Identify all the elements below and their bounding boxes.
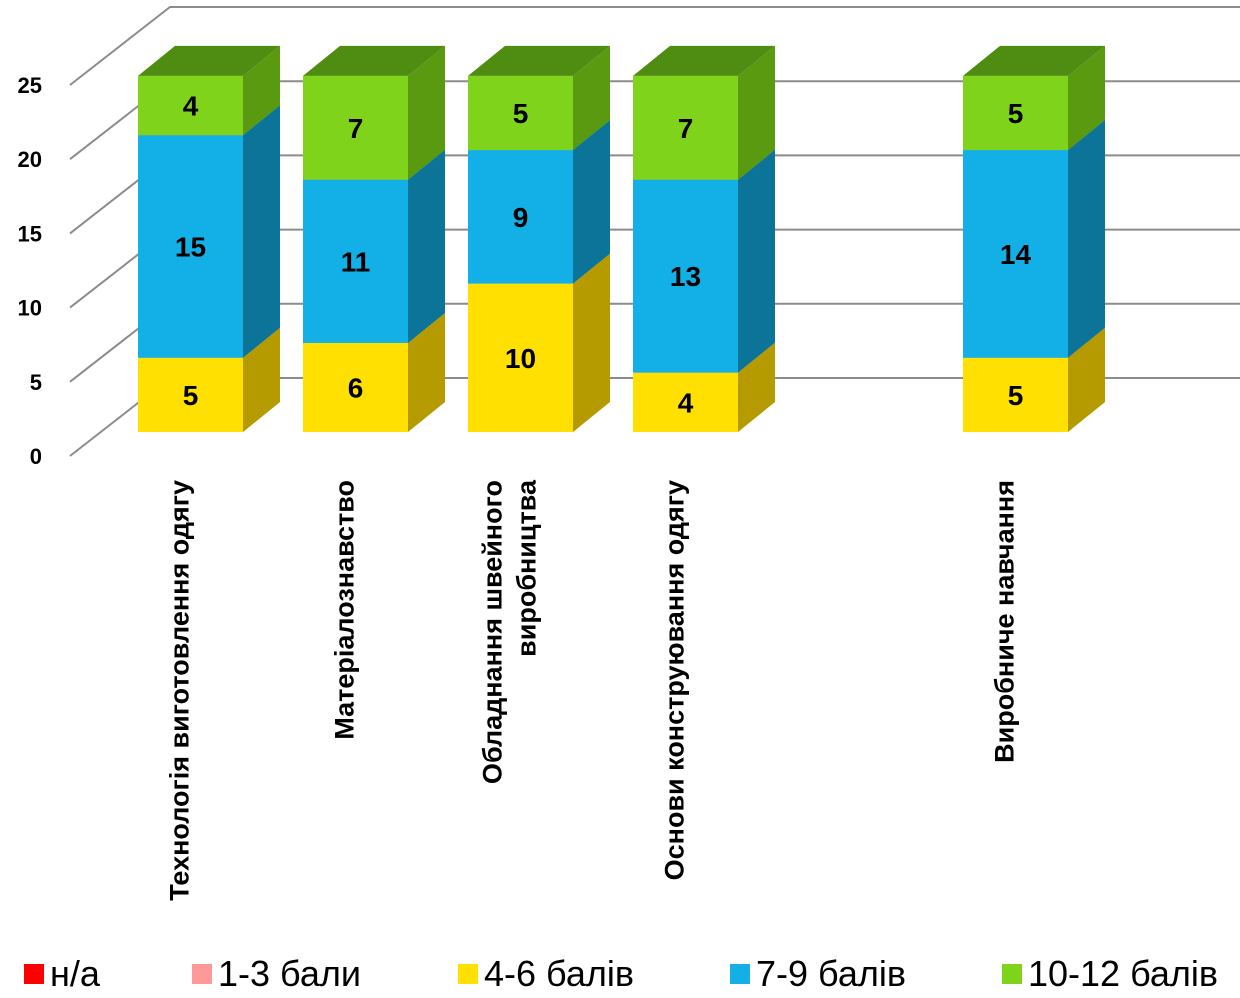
gridline — [69, 6, 1240, 86]
bar-segment — [633, 75, 738, 180]
data-label: 4 — [678, 387, 694, 418]
bar-side — [573, 120, 610, 284]
data-label: 7 — [348, 113, 364, 144]
bar-top — [468, 45, 610, 76]
bar-segment — [303, 342, 408, 432]
data-label: 7 — [678, 113, 694, 144]
bar-segment — [633, 179, 738, 373]
bar-side — [243, 105, 280, 358]
data-label: 5 — [513, 98, 529, 129]
bar-segment — [633, 372, 738, 432]
bar-side — [408, 312, 445, 432]
y-tick-label: 0 — [30, 444, 42, 469]
y-tick-label: 25 — [18, 73, 42, 98]
bar-segment — [138, 357, 243, 432]
category-label: Технологія виготовлення одягу — [165, 480, 195, 901]
data-label: 5 — [1008, 98, 1024, 129]
bar-segment — [303, 75, 408, 180]
data-label: 10 — [505, 343, 536, 374]
legend-item-10-12: 10-12 балів — [1002, 950, 1218, 998]
legend-item-na: н/а — [24, 950, 100, 998]
bar-side — [1068, 327, 1105, 432]
bar-segment — [963, 75, 1068, 151]
legend-swatch — [24, 964, 44, 984]
category-label: Основи конструювання одягу — [660, 480, 690, 880]
bar-segment — [138, 75, 243, 136]
legend-label: 10-12 балів — [1028, 953, 1219, 994]
bar-side — [408, 149, 445, 343]
bar-segment — [963, 150, 1068, 358]
bar-segment — [468, 75, 573, 151]
bar-side — [243, 327, 280, 432]
data-label: 15 — [175, 232, 206, 263]
data-label: 14 — [1000, 239, 1032, 270]
bar-side — [738, 149, 775, 373]
chart-bars: 5 15 4 6 11 7 10 9 5 4 13 7 5 14 5 — [138, 45, 1105, 432]
chart-legend: н/а 1-3 бали 4-6 балів 7-9 балів 10-12 б… — [0, 950, 1240, 998]
bar-side — [408, 45, 445, 180]
legend-swatch — [730, 964, 750, 984]
bar-top — [963, 45, 1105, 76]
y-tick-label: 15 — [18, 221, 42, 246]
bar-segment — [303, 179, 408, 343]
data-label: 5 — [1008, 380, 1024, 411]
bar-side — [1068, 45, 1105, 151]
legend-label: 1-3 бали — [218, 953, 361, 994]
bar-segment — [468, 283, 573, 432]
data-label: 9 — [513, 202, 529, 233]
bar-side — [573, 253, 610, 432]
legend-swatch — [192, 964, 212, 984]
category-labels: Технологія виготовлення одягу Матеріалозн… — [165, 479, 1020, 901]
y-tick-label: 10 — [18, 296, 42, 321]
legend-item-7-9: 7-9 балів — [730, 950, 906, 998]
category-label: Обладнання швейного — [478, 480, 508, 784]
legend-item-1-3: 1-3 бали — [192, 950, 361, 998]
category-label: виробництва — [512, 479, 542, 657]
y-tick-label: 5 — [30, 370, 42, 395]
legend-swatch — [458, 964, 478, 984]
bar-side — [738, 45, 775, 180]
bar-side — [1068, 120, 1105, 358]
bar-side — [573, 45, 610, 151]
legend-label: 4-6 балів — [484, 953, 634, 994]
legend-label: н/а — [50, 953, 100, 994]
legend-label: 7-9 балів — [756, 953, 906, 994]
data-label: 11 — [341, 246, 371, 277]
bar-top — [633, 45, 775, 76]
bar-segment — [963, 357, 1068, 432]
legend-swatch — [1002, 964, 1022, 984]
category-label: Матеріалознавство — [330, 480, 360, 740]
bar-top — [138, 45, 280, 76]
bar-side — [243, 45, 280, 136]
data-label: 5 — [183, 380, 199, 411]
legend-item-4-6: 4-6 балів — [458, 950, 634, 998]
data-label: 13 — [670, 261, 701, 292]
bar-side — [738, 342, 775, 432]
bar-top — [303, 45, 445, 76]
data-label: 6 — [348, 372, 364, 403]
bar-segment — [138, 135, 243, 358]
y-tick-label: 20 — [18, 147, 42, 172]
bar-segment — [468, 150, 573, 284]
category-label: Виробниче навчання — [990, 480, 1020, 763]
data-label: 4 — [183, 91, 199, 122]
